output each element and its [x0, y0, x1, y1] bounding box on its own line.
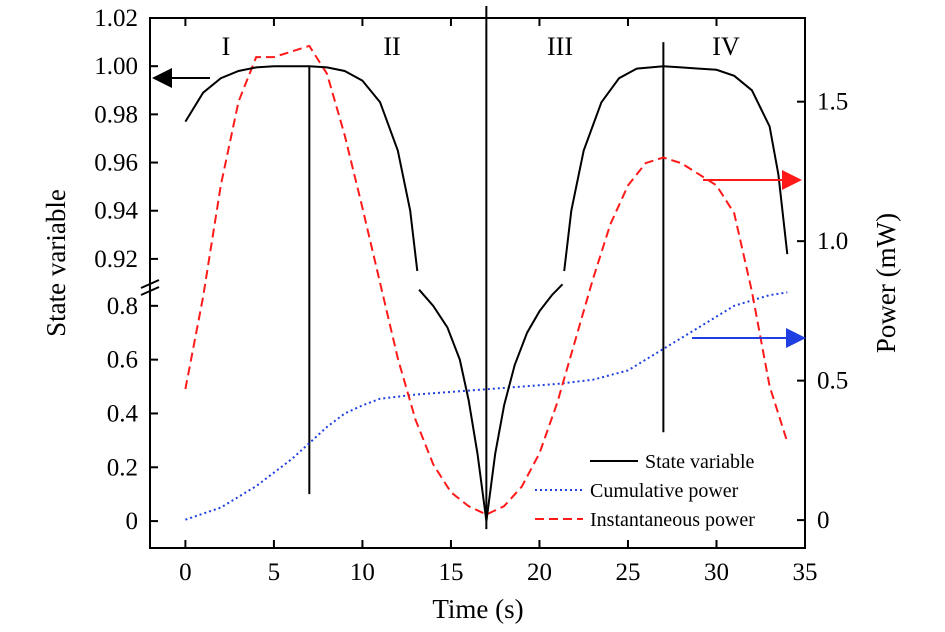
series-layer	[184, 44, 789, 522]
right-y-tick-label: 0.5	[817, 368, 848, 395]
legend-label-state-variable: State variable	[645, 451, 755, 473]
right-y-tick-label: 0	[817, 507, 830, 534]
left-y-axis-ticks: 0.92 0.94 0.96 0.98 1.00 1.02 0 0.2 0.4 0.6 0.8	[94, 5, 158, 535]
left-y-tick-label: 0.4	[107, 400, 139, 427]
left-y-tick-label: 0	[126, 508, 139, 535]
x-tick-label: 5	[268, 559, 281, 586]
left-y-tick-label: 0.2	[107, 454, 138, 481]
x-axis-title: Time (s)	[432, 594, 523, 624]
left-y-tick-label: 1.00	[94, 53, 138, 80]
left-y-tick-label: 0.8	[107, 293, 138, 320]
right-y-tick-label: 1.0	[817, 228, 848, 255]
right-y-axis-title: Power (mW)	[871, 213, 901, 353]
x-tick-label: 0	[179, 559, 192, 586]
legend-label-cumulative-power: Cumulative power	[590, 480, 739, 502]
left-y-tick-label: 0.6	[107, 347, 138, 374]
x-tick-label: 35	[793, 559, 818, 586]
right-y-tick-label: 1.5	[817, 89, 848, 116]
series-line-cumulative-power	[185, 291, 788, 521]
left-y-tick-label: 0.96	[94, 150, 138, 177]
region-label-i: I	[222, 32, 231, 61]
left-y-axis-title: State variable	[41, 189, 71, 337]
right-y-axis-ticks: 0 0.5 1.0 1.5	[797, 89, 848, 534]
series-line-state-variable	[184, 65, 419, 272]
region-label-ii: II	[383, 32, 400, 61]
x-tick-label: 30	[704, 559, 729, 586]
region-label-iii: III	[547, 32, 573, 61]
left-y-tick-label: 0.98	[94, 101, 138, 128]
left-y-tick-label: 0.92	[94, 246, 138, 273]
x-tick-label: 10	[350, 559, 375, 586]
legend: State variable Cumulative power Instanta…	[535, 451, 755, 531]
x-tick-label: 15	[438, 559, 463, 586]
series-line-state-variable	[563, 65, 789, 272]
x-axis-ticks: 0 5 10 15 20 25 30 35	[179, 18, 818, 586]
left-y-tick-label: 0.94	[94, 198, 138, 225]
series-line-instantaneous-power	[184, 44, 789, 516]
axis-break-marker	[140, 279, 160, 296]
legend-label-instantaneous-power: Instantaneous power	[590, 509, 755, 531]
region-label-iv: IV	[712, 32, 740, 61]
region-divider-lines	[308, 5, 665, 530]
x-tick-label: 25	[615, 559, 640, 586]
left-y-tick-label: 1.02	[94, 5, 138, 32]
x-tick-label: 20	[527, 559, 552, 586]
series-line-state-variable	[418, 283, 564, 522]
